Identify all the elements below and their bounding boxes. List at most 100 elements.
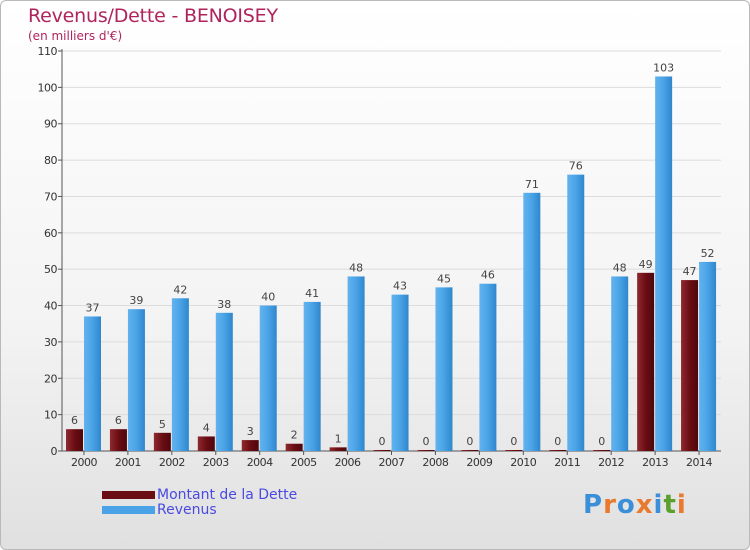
data-label-revenus: 45 [437, 272, 451, 285]
y-tick-label: 90 [44, 118, 57, 131]
y-tick-label: 100 [38, 81, 58, 94]
legend-label-revenus: Revenus [157, 502, 217, 518]
y-tick-label: 110 [38, 45, 58, 58]
bar-revenus [347, 276, 365, 451]
data-label-dette: 0 [598, 435, 605, 448]
bar-dette [549, 450, 567, 451]
bar-revenus [567, 174, 585, 452]
data-label-dette: 5 [159, 418, 166, 431]
data-label-dette: 3 [247, 425, 254, 438]
bar-dette [461, 450, 479, 451]
data-label-revenus: 42 [173, 283, 187, 296]
data-label-dette: 47 [683, 265, 697, 278]
bar-revenus [435, 287, 453, 451]
legend-item-dette: Montant de la Dette [102, 487, 298, 503]
x-tick-label: 2001 [115, 456, 141, 469]
y-tick-label: 80 [44, 154, 57, 167]
bar-dette [417, 450, 435, 451]
data-label-dette: 1 [335, 432, 342, 445]
bar-revenus [303, 301, 321, 451]
data-label-revenus: 40 [261, 291, 275, 304]
data-label-dette: 2 [291, 429, 298, 442]
y-tick-label: 50 [44, 263, 57, 276]
data-label-revenus: 38 [217, 298, 231, 311]
x-tick-label: 2009 [466, 456, 492, 469]
y-tick-label: 40 [44, 300, 57, 313]
data-label-dette: 0 [379, 435, 386, 448]
legend-item-revenus: Revenus [102, 502, 217, 518]
bar-revenus [215, 312, 233, 451]
y-tick-label: 0 [51, 445, 58, 458]
data-label-revenus: 48 [613, 261, 627, 274]
data-label-revenus: 71 [525, 178, 539, 191]
bar-dette [505, 450, 523, 451]
logo-letter: i [653, 490, 664, 520]
proxiti-logo: Proxiti [583, 490, 687, 520]
y-tick-label: 60 [44, 227, 57, 240]
y-tick-label: 30 [44, 336, 57, 349]
x-tick-label: 2006 [335, 456, 361, 469]
x-tick-label: 2005 [291, 456, 317, 469]
logo-letter: x [635, 490, 654, 520]
legend-swatch-revenus [102, 506, 155, 514]
bar-dette [329, 447, 347, 451]
x-tick-label: 2008 [422, 456, 448, 469]
bar-dette [66, 429, 83, 451]
x-tick-label: 2002 [159, 456, 185, 469]
chart-title: Revenus/Dette - BENOISEY [28, 5, 278, 27]
legend-label-dette: Montant de la Dette [157, 487, 298, 503]
x-tick-label: 2004 [247, 456, 273, 469]
data-label-revenus: 46 [481, 269, 495, 282]
legend-swatch-dette [102, 491, 155, 499]
logo-letter: r [603, 490, 617, 520]
data-label-dette: 0 [466, 435, 473, 448]
x-tick-label: 2011 [554, 456, 580, 469]
data-label-dette: 4 [203, 421, 210, 434]
data-label-revenus: 37 [86, 301, 100, 314]
bar-revenus [523, 192, 541, 451]
bar-revenus [391, 294, 409, 451]
logo-letter: i [676, 490, 687, 520]
x-tick-label: 2013 [642, 456, 668, 469]
bar-revenus [479, 283, 497, 451]
data-label-dette: 6 [115, 414, 122, 427]
data-label-revenus: 76 [569, 160, 583, 173]
x-tick-label: 2007 [379, 456, 405, 469]
bar-dette [593, 450, 611, 451]
x-tick-label: 2010 [510, 456, 536, 469]
x-tick-label: 2014 [686, 456, 712, 469]
bar-revenus [84, 316, 101, 451]
bar-dette [373, 450, 391, 451]
data-label-dette: 0 [510, 435, 517, 448]
bar-revenus [699, 261, 717, 451]
y-tick-label: 20 [44, 372, 57, 385]
x-tick-label: 2012 [598, 456, 624, 469]
bar-dette [197, 436, 215, 451]
data-label-revenus: 41 [305, 287, 319, 300]
data-label-revenus: 103 [653, 61, 674, 74]
x-tick-label: 2000 [71, 456, 97, 469]
y-tick-label: 10 [44, 409, 57, 422]
data-label-dette: 49 [639, 258, 653, 271]
bar-revenus [171, 298, 189, 451]
bar-dette [109, 429, 127, 451]
data-label-revenus: 48 [349, 261, 363, 274]
data-label-revenus: 39 [129, 294, 143, 307]
bar-dette [153, 432, 171, 451]
bar-revenus [611, 276, 629, 451]
bar-dette [637, 272, 655, 451]
logo-letter: t [663, 490, 677, 520]
logo-letter: P [583, 490, 604, 520]
data-label-revenus: 43 [393, 280, 407, 293]
data-label-dette: 0 [554, 435, 561, 448]
data-label-revenus: 52 [701, 247, 715, 260]
logo-letter: o [616, 490, 636, 520]
y-tick-label: 70 [44, 190, 57, 203]
x-tick-label: 2003 [203, 456, 229, 469]
chart-subtitle: (en milliers d'€) [28, 29, 123, 43]
bar-dette [285, 443, 303, 451]
data-label-dette: 6 [71, 414, 78, 427]
bar-revenus [127, 309, 145, 451]
